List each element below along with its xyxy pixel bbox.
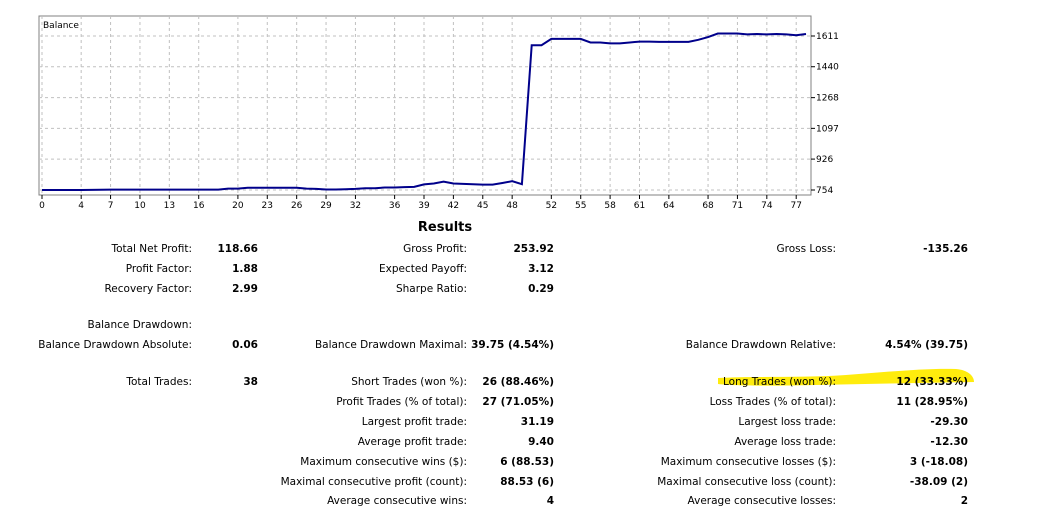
x-tick-label: 39 xyxy=(418,201,430,211)
y-axis: 1611 1440 1268 1097 926 754 xyxy=(811,32,839,196)
x-tick-label: 29 xyxy=(320,201,332,211)
y-tick-label: 1097 xyxy=(816,124,839,134)
x-tick-label: 55 xyxy=(575,201,586,211)
col2-label: Balance Drawdown Maximal: xyxy=(314,339,467,351)
col3-label: Average loss trade: xyxy=(734,436,836,448)
y-tick-label: 1268 xyxy=(816,94,839,104)
x-tick-label: 26 xyxy=(291,201,303,211)
x-tick-label: 42 xyxy=(448,201,459,211)
x-tick-label: 58 xyxy=(604,201,616,211)
col2-label: Sharpe Ratio: xyxy=(395,283,467,295)
col3-value: -29.30 xyxy=(930,416,968,428)
col2-value: 6 (88.53) xyxy=(500,456,554,468)
col2-label: Average consecutive wins: xyxy=(327,495,467,507)
col2-value: 0.29 xyxy=(528,283,554,295)
col2-value: 3.12 xyxy=(528,263,554,275)
col1-label: Total Net Profit: xyxy=(111,243,192,255)
col2-label: Maximum consecutive wins ($): xyxy=(300,456,467,468)
col2-label: Short Trades (won %): xyxy=(351,376,467,388)
col1-value: 1.88 xyxy=(232,263,258,275)
col1-value: 2.99 xyxy=(232,283,258,295)
x-tick-label: 20 xyxy=(232,201,244,211)
col3-value: 3 (-18.08) xyxy=(909,456,968,468)
col2-value: 253.92 xyxy=(513,243,554,255)
col1-label: Profit Factor: xyxy=(125,263,192,275)
col2-label: Gross Profit: xyxy=(403,243,467,255)
x-tick-label: 32 xyxy=(350,201,361,211)
results-title: Results xyxy=(417,220,473,235)
x-tick-label: 13 xyxy=(164,201,175,211)
x-tick-label: 7 xyxy=(108,201,114,211)
x-tick-label: 4 xyxy=(78,201,84,211)
col2-value: 26 (88.46%) xyxy=(482,376,554,388)
col2-label: Average profit trade: xyxy=(357,436,467,448)
col1-label: Recovery Factor: xyxy=(104,283,192,295)
x-axis: 0 4 7 10 13 16 20 23 26 29 32 36 39 42 45 48 52 55 58 61 64 6… xyxy=(39,195,802,211)
x-tick-label: 68 xyxy=(702,201,714,211)
col3-label: Average consecutive losses: xyxy=(687,495,836,507)
col3-value: 11 (28.95%) xyxy=(896,396,968,408)
col2-value: 39.75 (4.54%) xyxy=(471,339,554,351)
x-tick-label: 45 xyxy=(477,201,488,211)
col3-label: Balance Drawdown Relative: xyxy=(685,339,836,351)
col1-label: Balance Drawdown Absolute: xyxy=(38,339,192,351)
col3-value: 2 xyxy=(960,495,968,507)
y-tick-label: 1611 xyxy=(816,32,839,42)
chart-title: Balance xyxy=(43,21,79,31)
x-tick-label: 0 xyxy=(39,201,45,211)
col2-value: 88.53 (6) xyxy=(500,476,554,488)
x-tick-label: 48 xyxy=(506,201,518,211)
col1-label: Balance Drawdown: xyxy=(87,319,192,331)
col3-value: 4.54% (39.75) xyxy=(885,339,968,351)
col3-label: Largest loss trade: xyxy=(738,416,836,428)
col3-label: Loss Trades (% of total): xyxy=(709,396,836,408)
col3-value: -12.30 xyxy=(930,436,968,448)
x-tick-label: 52 xyxy=(546,201,557,211)
col1-value: 38 xyxy=(243,376,258,388)
y-tick-label: 926 xyxy=(816,155,833,165)
col2-label: Expected Payoff: xyxy=(378,263,467,275)
plot-frame xyxy=(38,15,812,196)
col1-value: 0.06 xyxy=(232,339,258,351)
col3-value: -135.26 xyxy=(923,243,968,255)
col2-label: Largest profit trade: xyxy=(361,416,467,428)
col1-label: Total Trades: xyxy=(126,376,192,388)
x-tick-label: 71 xyxy=(732,201,743,211)
y-tick-label: 1440 xyxy=(816,63,839,73)
col2-value: 31.19 xyxy=(520,416,554,428)
col3-label: Long Trades (won %): xyxy=(722,376,836,388)
col1-value: 118.66 xyxy=(217,243,258,255)
col2-label: Profit Trades (% of total): xyxy=(336,396,467,408)
highlight-marker xyxy=(718,368,974,386)
x-tick-label: 36 xyxy=(389,201,401,211)
x-tick-label: 10 xyxy=(134,201,146,211)
x-tick-label: 23 xyxy=(262,201,273,211)
col2-value: 4 xyxy=(546,495,554,507)
col3-value: 12 (33.33%) xyxy=(896,376,968,388)
col2-value: 27 (71.05%) xyxy=(482,396,554,408)
balance-series-line xyxy=(42,32,807,191)
x-tick-label: 16 xyxy=(193,201,205,211)
x-tick-label: 64 xyxy=(663,201,675,211)
col3-value: -38.09 (2) xyxy=(909,476,968,488)
x-tick-label: 77 xyxy=(790,201,801,211)
x-tick-label: 74 xyxy=(761,201,773,211)
col3-label: Maximal consecutive loss (count): xyxy=(657,476,836,488)
balance-chart: Balance 1611 1440 1268 1097 926 754 0 4 7 10 13 16… xyxy=(38,15,839,211)
col3-label: Maximum consecutive losses ($): xyxy=(660,456,836,468)
x-tick-label: 61 xyxy=(634,201,645,211)
col2-value: 9.40 xyxy=(528,436,554,448)
y-tick-label: 754 xyxy=(816,186,833,196)
col3-label: Gross Loss: xyxy=(776,243,837,255)
col2-label: Maximal consecutive profit (count): xyxy=(280,476,467,488)
